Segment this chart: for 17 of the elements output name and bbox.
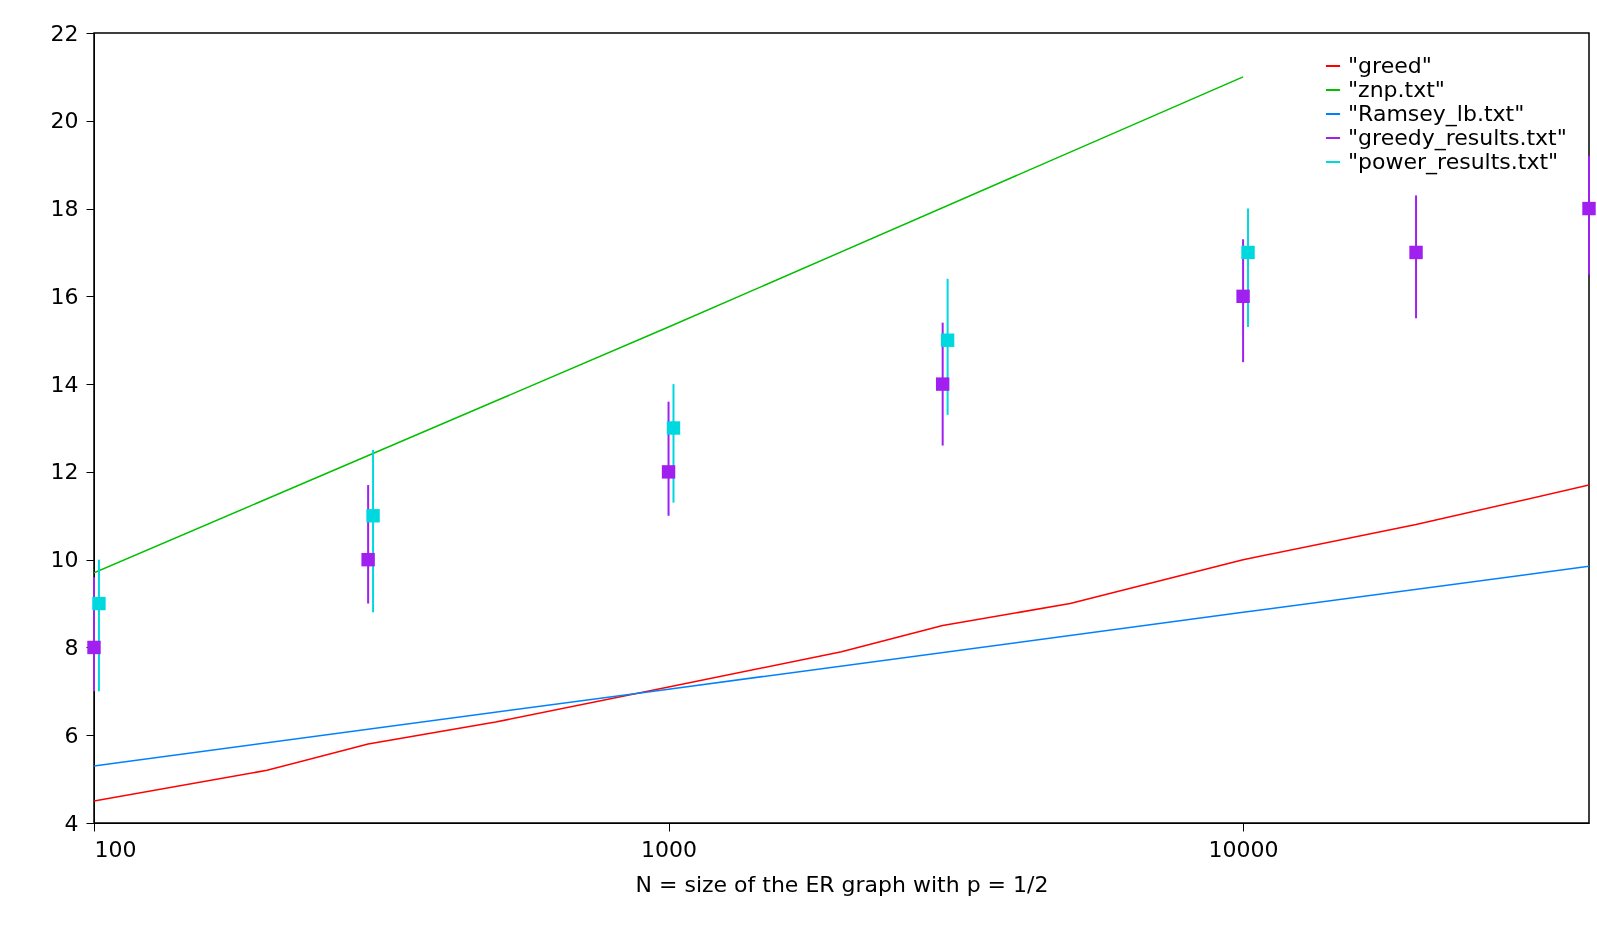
y-tick-label: 18 <box>50 196 79 222</box>
legend-label: "Ramsey_lb.txt" <box>1348 101 1525 127</box>
legend-label: "znp.txt" <box>1348 77 1445 102</box>
y-tick-label: 12 <box>50 459 79 485</box>
y-tick-label: 14 <box>50 371 79 397</box>
legend-label: "greed" <box>1348 53 1432 78</box>
x-tick-label: 1000 <box>641 836 698 862</box>
x-tick-label: 100 <box>94 836 137 862</box>
y-tick-label: 20 <box>50 108 79 134</box>
y-tick-label: 6 <box>64 722 79 748</box>
y-tick-label: 22 <box>50 20 79 46</box>
x-axis-title: N = size of the ER graph with p = 1/2 <box>635 871 1049 897</box>
y-tick-label: 16 <box>50 283 79 309</box>
y-tick-label: 4 <box>64 810 79 836</box>
x-tick-label: 10000 <box>1208 836 1279 862</box>
y-tick-label: 10 <box>50 547 79 573</box>
y-tick-label: 8 <box>64 634 79 660</box>
